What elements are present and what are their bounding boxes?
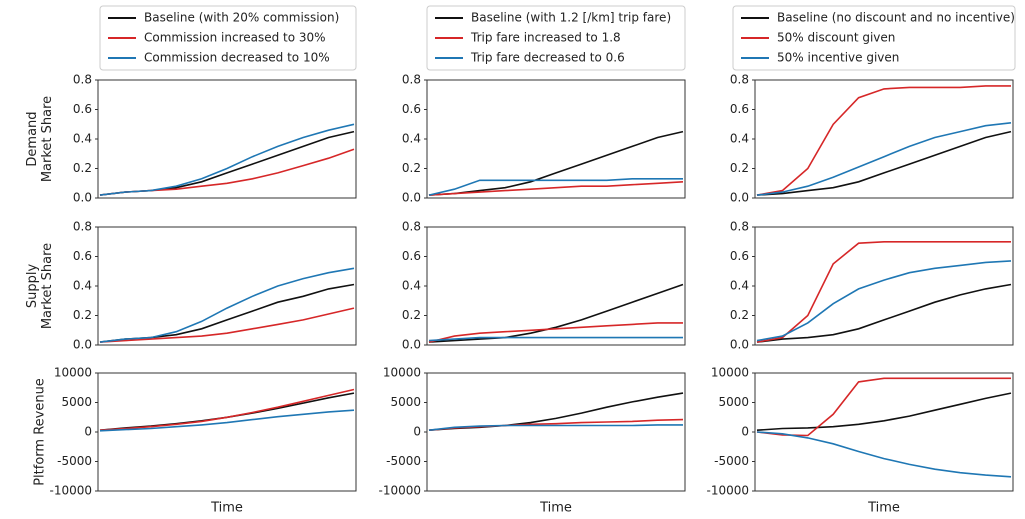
x-axis-label: Time — [867, 501, 900, 516]
plot-frame — [97, 226, 357, 346]
series-line — [428, 181, 684, 196]
y-tick-label: 10000 — [54, 366, 92, 380]
series-line — [428, 283, 684, 343]
y-axis-label: Market Share — [40, 96, 55, 182]
y-tick-label: 0.2 — [73, 161, 92, 175]
y-tick-label: 0.4 — [73, 279, 92, 293]
y-tick-label: 0.0 — [730, 338, 749, 352]
y-tick-label: 5000 — [61, 395, 92, 409]
y-tick-label: 0.4 — [730, 279, 749, 293]
y-tick-label: 0.4 — [730, 132, 749, 146]
y-tick-label: 0.0 — [73, 191, 92, 205]
y-tick-label: 0.4 — [73, 132, 92, 146]
series-line — [756, 122, 1012, 196]
series-line — [756, 85, 1011, 196]
legend-label: Baseline (no discount and no incentive) — [777, 11, 1015, 25]
y-tick-label: 5000 — [390, 395, 421, 409]
legend-label: 50% incentive given — [777, 51, 899, 65]
y-tick-label: 0 — [413, 425, 421, 439]
y-tick-label: 0.0 — [402, 338, 421, 352]
plot-frame — [754, 79, 1014, 199]
y-tick-label: 0.8 — [730, 220, 749, 234]
series-line — [756, 283, 1012, 343]
legend-label: 50% discount given — [777, 31, 895, 45]
series-line — [756, 392, 1012, 431]
plot-frame — [426, 79, 686, 199]
y-axis-label: Market Share — [40, 243, 55, 329]
y-tick-label: 5000 — [718, 395, 749, 409]
y-tick-label: 0.0 — [402, 191, 421, 205]
legend-label: Commission decreased to 10% — [144, 51, 330, 65]
series-line — [99, 388, 355, 431]
series-line — [428, 130, 684, 196]
y-tick-label: 0.0 — [73, 338, 92, 352]
y-tick-label: -10000 — [49, 484, 92, 498]
series-line — [99, 267, 355, 343]
plot-frame — [754, 226, 1014, 346]
series-line — [99, 123, 355, 196]
series-line — [428, 424, 683, 431]
y-tick-label: -10000 — [706, 484, 749, 498]
y-tick-label: 0.2 — [730, 161, 749, 175]
plot-frame — [426, 372, 686, 492]
y-tick-label: 0.0 — [730, 191, 749, 205]
y-tick-label: 0.8 — [402, 73, 421, 87]
y-tick-label: 0.8 — [730, 73, 749, 87]
y-tick-label: 0.2 — [730, 308, 749, 322]
series-line — [428, 336, 683, 342]
y-axis-label: Pltform Revenue — [33, 378, 48, 486]
y-axis-label: Supply — [25, 264, 40, 309]
y-tick-label: 0.8 — [402, 220, 421, 234]
y-tick-label: 10000 — [383, 366, 421, 380]
y-tick-label: -5000 — [386, 454, 421, 468]
series-line — [756, 377, 1011, 437]
y-tick-label: 0.4 — [402, 132, 421, 146]
x-axis-label: Time — [539, 501, 572, 516]
series-line — [99, 130, 355, 196]
legend-label: Trip fare decreased to 0.6 — [470, 51, 625, 65]
y-tick-label: 0.6 — [73, 249, 92, 263]
series-line — [99, 409, 355, 432]
plot-frame — [426, 226, 686, 346]
y-tick-label: 0.2 — [73, 308, 92, 322]
y-tick-label: 10000 — [711, 366, 749, 380]
y-tick-label: 0.6 — [402, 249, 421, 263]
series-line — [428, 322, 683, 343]
plot-frame — [754, 372, 1014, 492]
series-line — [756, 431, 1012, 478]
series-line — [756, 260, 1012, 342]
legend-box — [99, 5, 357, 71]
legend-label: Commission increased to 30% — [144, 31, 326, 45]
legend-box — [732, 5, 1016, 71]
plot-frame — [97, 372, 357, 492]
y-tick-label: 0.2 — [402, 161, 421, 175]
y-tick-label: 0 — [741, 425, 749, 439]
y-tick-label: 0.6 — [73, 102, 92, 116]
y-axis-label: Demand — [25, 111, 40, 166]
legend-label: Baseline (with 1.2 [/km] trip fare) — [471, 11, 671, 25]
y-tick-label: 0 — [84, 425, 92, 439]
series-line — [756, 130, 1012, 196]
series-line — [428, 178, 683, 196]
y-tick-label: -10000 — [378, 484, 421, 498]
y-tick-label: 0.6 — [730, 102, 749, 116]
plot-frame — [97, 79, 357, 199]
series-line — [99, 307, 355, 343]
y-tick-label: -5000 — [714, 454, 749, 468]
series-line — [756, 241, 1011, 343]
y-tick-label: 0.8 — [73, 220, 92, 234]
legend-label: Trip fare increased to 1.8 — [470, 31, 621, 45]
y-tick-label: 0.6 — [402, 102, 421, 116]
y-tick-label: 0.2 — [402, 308, 421, 322]
legend-label: Baseline (with 20% commission) — [144, 11, 339, 25]
y-tick-label: 0.4 — [402, 279, 421, 293]
y-tick-label: -5000 — [57, 454, 92, 468]
x-axis-label: Time — [210, 501, 243, 516]
y-tick-label: 0.6 — [730, 249, 749, 263]
y-tick-label: 0.8 — [73, 73, 92, 87]
legend-box — [426, 5, 686, 71]
